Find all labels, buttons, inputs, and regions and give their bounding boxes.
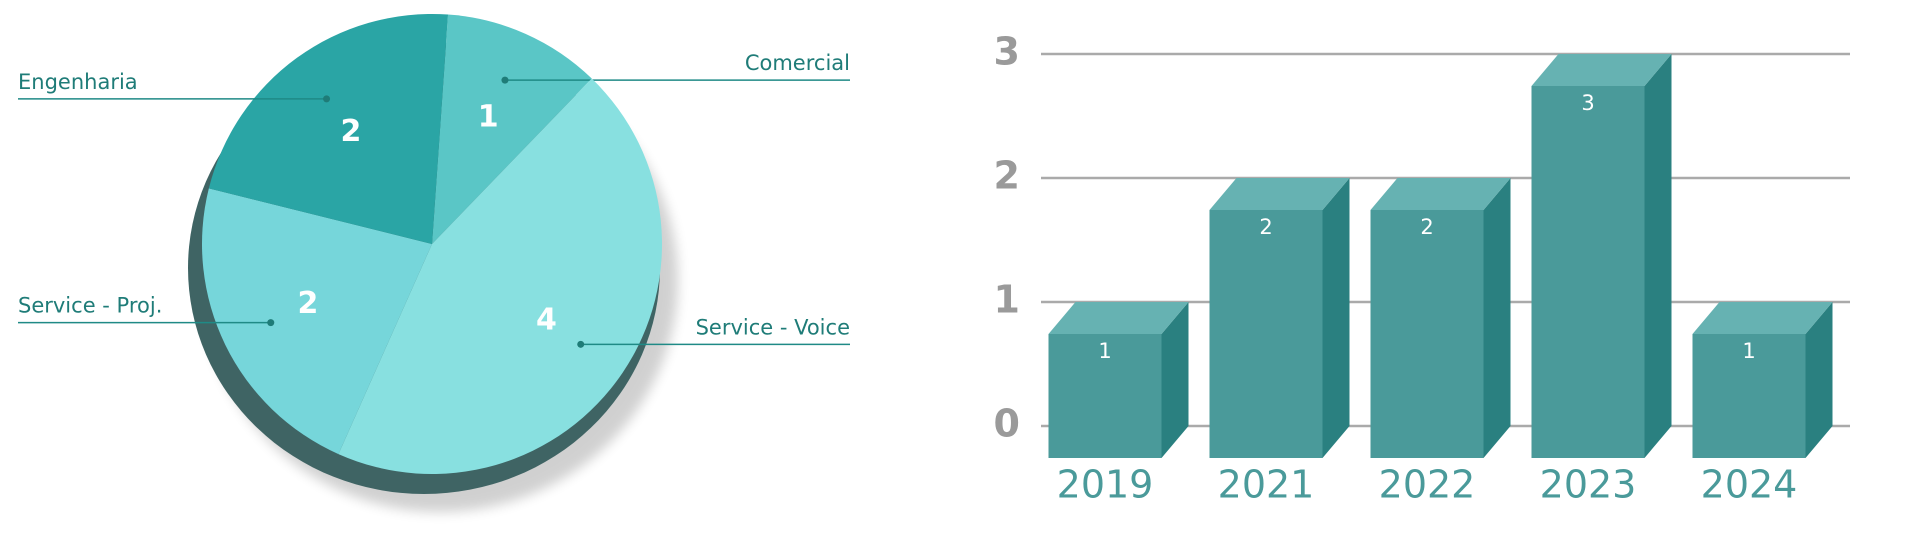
pie-slice: [432, 14, 592, 244]
slice-value-label: 1: [478, 99, 499, 134]
slice-value-label: 2: [340, 114, 361, 149]
y-tick-label: 1: [994, 278, 1020, 322]
y-tick-label: 2: [994, 154, 1020, 198]
bar-value-label: 2: [1259, 215, 1272, 239]
y-tick-label: 0: [994, 402, 1020, 446]
slice-value-label: 2: [298, 286, 319, 321]
slice-value-label: 4: [536, 303, 557, 338]
pie-slice: [338, 78, 662, 474]
bar-top: [1370, 178, 1511, 210]
leader-dot: [323, 95, 331, 103]
leader-dot: [577, 340, 585, 348]
bar-top: [1048, 302, 1189, 334]
bar-top: [1531, 54, 1672, 86]
slice-label: Service - Voice: [696, 315, 850, 339]
bar-side: [1322, 178, 1350, 458]
y-tick-label: 3: [994, 30, 1020, 74]
bar: [1692, 334, 1806, 458]
bar-side: [1805, 302, 1833, 458]
bar-top: [1209, 178, 1350, 210]
bar: [1531, 86, 1645, 458]
x-tick-label: 2024: [1701, 463, 1798, 507]
x-tick-label: 2021: [1218, 463, 1315, 507]
bar-value-label: 3: [1581, 91, 1594, 115]
x-tick-label: 2023: [1540, 463, 1637, 507]
bar-side: [1483, 178, 1511, 458]
leader-dot: [267, 319, 275, 327]
x-tick-label: 2022: [1379, 463, 1476, 507]
bar: [1048, 334, 1162, 458]
pie-slice: [201, 188, 432, 455]
leader-dot: [501, 76, 509, 84]
pie-slice: [208, 13, 449, 244]
bar-value-label: 1: [1098, 339, 1111, 363]
slice-label: Engenharia: [18, 70, 138, 94]
x-tick-label: 2019: [1057, 463, 1154, 507]
bar: [1209, 210, 1323, 458]
slice-label: Service - Proj.: [18, 294, 162, 318]
slice-label: Comercial: [745, 51, 850, 75]
bar-side: [1644, 54, 1672, 458]
bar-value-label: 1: [1742, 339, 1755, 363]
bar-side: [1161, 302, 1189, 458]
bar: [1370, 210, 1484, 458]
bar-value-label: 2: [1420, 215, 1433, 239]
bar-top: [1692, 302, 1833, 334]
